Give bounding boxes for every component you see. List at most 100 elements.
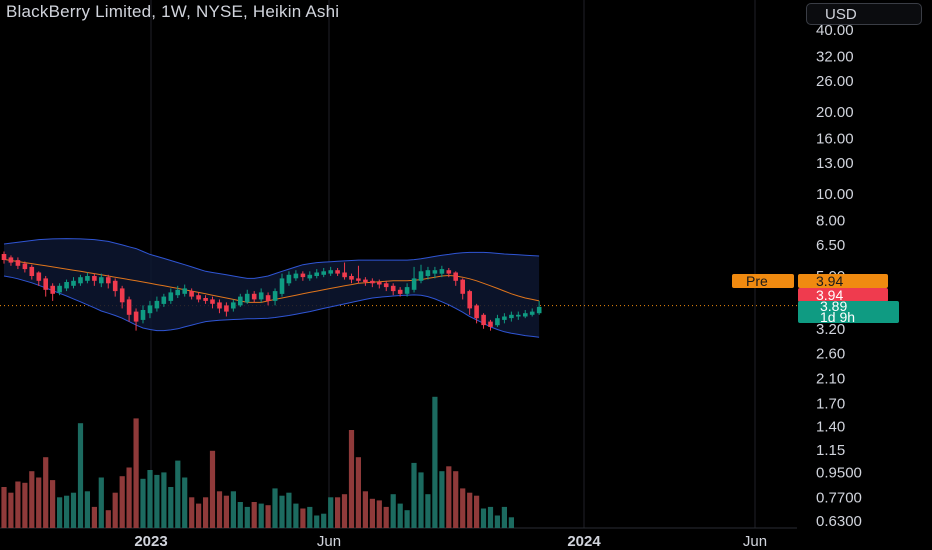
candle — [126, 296, 132, 322]
candle-body — [370, 280, 375, 284]
volume-bar — [91, 506, 97, 528]
bollinger-bands — [3, 238, 540, 338]
candle — [71, 277, 76, 289]
candle-body — [175, 289, 180, 296]
candle-body — [356, 278, 361, 281]
y-tick-label: 6.50 — [816, 237, 845, 254]
candle — [231, 299, 236, 312]
volume-bar — [36, 477, 42, 528]
candle — [536, 300, 542, 315]
candle-body — [238, 296, 243, 306]
candle-body — [529, 311, 535, 315]
candle — [349, 273, 354, 284]
candle — [224, 302, 229, 317]
volume-bar — [300, 508, 306, 528]
volume-bar — [168, 487, 174, 528]
candle-body — [523, 313, 528, 317]
y-tick-label: 1.40 — [816, 419, 845, 436]
volume-bar — [376, 500, 382, 528]
currency-selector[interactable]: USD — [806, 3, 922, 25]
candle — [140, 305, 146, 324]
volume-bar — [411, 462, 417, 528]
candle — [335, 267, 340, 276]
candle-body — [224, 305, 229, 312]
y-tick-label: 40.00 — [816, 22, 854, 39]
volume-bar — [321, 513, 327, 528]
x-tick-label: Jun — [317, 533, 341, 550]
volume-bar — [460, 488, 466, 528]
candle-body — [446, 270, 452, 274]
candle — [439, 265, 445, 278]
candle — [119, 285, 125, 309]
candle — [92, 273, 97, 286]
y-tick-label: 1.70 — [816, 396, 845, 413]
volume-bar — [209, 450, 216, 528]
candle-body — [307, 274, 313, 279]
candle — [258, 288, 264, 303]
candle-body — [467, 291, 472, 309]
candle — [453, 271, 458, 286]
volume-bar — [341, 494, 348, 528]
candle-body — [321, 271, 326, 275]
candle-body — [1, 254, 7, 260]
candle — [397, 287, 403, 297]
candle — [300, 271, 306, 281]
candle-body — [22, 263, 28, 270]
candle-body — [196, 295, 201, 300]
candle — [404, 283, 410, 297]
y-tick-label: 2.60 — [816, 345, 845, 362]
volume-bar — [216, 491, 223, 528]
candle-body — [168, 292, 174, 301]
candle-body — [85, 276, 90, 281]
y-tick-label: 13.00 — [816, 155, 854, 172]
candle — [363, 277, 368, 286]
volume-bar — [314, 515, 320, 528]
candle-body — [439, 269, 445, 274]
candle-body — [418, 271, 424, 281]
candle-body — [314, 272, 319, 276]
candle-body — [92, 276, 97, 281]
candle-body — [390, 285, 396, 292]
candle-body — [425, 270, 431, 276]
candle — [244, 289, 250, 304]
candle — [36, 271, 42, 286]
volume-bar — [362, 491, 368, 528]
candle-body — [383, 283, 389, 288]
y-tick-label: 2.10 — [816, 371, 845, 388]
volume-bar — [439, 471, 445, 528]
candle — [22, 261, 28, 273]
candle-body — [488, 321, 493, 327]
volume-bar — [105, 510, 111, 528]
candle — [307, 271, 313, 281]
volume-bar — [77, 423, 84, 528]
candle-body — [453, 272, 458, 281]
candle-body — [71, 280, 76, 286]
volume-bars — [1, 396, 514, 528]
y-tick-label: 0.9500 — [816, 464, 862, 481]
candle-body — [217, 302, 222, 309]
candle-body — [293, 273, 299, 279]
candle — [154, 296, 160, 312]
volume-bar — [133, 418, 139, 528]
candle-body — [502, 316, 507, 320]
candle-body — [495, 318, 500, 326]
candle — [481, 313, 486, 329]
volume-bar — [453, 471, 459, 528]
volume-bar — [474, 495, 480, 528]
candle-body — [8, 257, 14, 263]
candle-body — [50, 285, 55, 294]
volume-bar — [154, 474, 160, 528]
candle — [78, 274, 83, 286]
candle — [210, 296, 215, 309]
volume-bar — [335, 497, 341, 528]
bollinger-upper-line — [3, 238, 540, 279]
candle — [279, 273, 285, 297]
volume-bar — [57, 497, 63, 528]
candle — [112, 278, 118, 297]
candle — [432, 266, 438, 279]
candle — [474, 303, 479, 324]
volume-bar — [501, 506, 507, 528]
candle-body — [36, 272, 42, 281]
candle-body — [78, 277, 83, 284]
